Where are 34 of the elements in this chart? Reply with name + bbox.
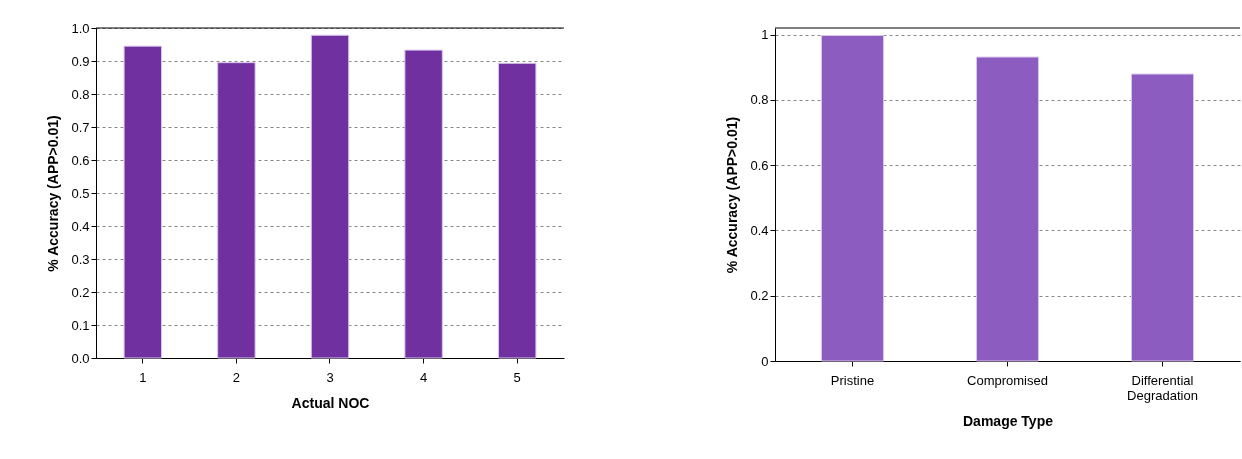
- bar: [123, 45, 163, 359]
- y-tick-label: 0.3: [71, 251, 90, 267]
- x-tick-label: 3: [326, 369, 334, 385]
- x-tick-label: 2: [232, 369, 241, 385]
- y-tick-label: 1.0: [71, 20, 90, 36]
- y-tick-label: 0.2: [750, 288, 769, 304]
- y-axis-title: % Accuracy (APP>0.01): [45, 115, 62, 272]
- y-tick-label: 0.8: [71, 86, 90, 102]
- x-tick-label: 4: [419, 369, 428, 385]
- x-tick-label: Pristine: [830, 372, 875, 388]
- bar: [310, 34, 350, 359]
- y-tick-label: 0.8: [750, 92, 769, 108]
- y-tick-label: 0.2: [71, 284, 90, 300]
- x-axis-title: Actual NOC: [291, 394, 370, 411]
- y-tick-label: 0.4: [71, 218, 90, 234]
- bar: [497, 62, 537, 359]
- y-tick-label: 0.6: [71, 152, 90, 168]
- y-tick-label: 0.4: [750, 222, 769, 238]
- y-tick-label: 0.7: [71, 119, 90, 135]
- x-tick-label: Differential Degradation: [1127, 372, 1198, 403]
- y-tick-label: 0.9: [71, 53, 90, 69]
- y-axis-title: % Accuracy (APP>0.01): [724, 116, 741, 274]
- y-tick-label: 0: [761, 353, 769, 369]
- x-tick-label: 1: [139, 369, 147, 385]
- x-axis-title: Damage Type: [963, 412, 1054, 429]
- x-tick-label: Compromised: [967, 372, 1048, 388]
- bar: [217, 62, 256, 359]
- bar: [404, 49, 443, 359]
- x-tick-label: 5: [513, 369, 521, 385]
- y-tick-label: 0.0: [71, 350, 90, 366]
- y-tick-label: 0.5: [71, 185, 90, 201]
- y-tick-label: 0.6: [750, 157, 769, 173]
- y-tick-label: 0.1: [71, 317, 90, 333]
- y-tick-label: 1: [761, 27, 769, 43]
